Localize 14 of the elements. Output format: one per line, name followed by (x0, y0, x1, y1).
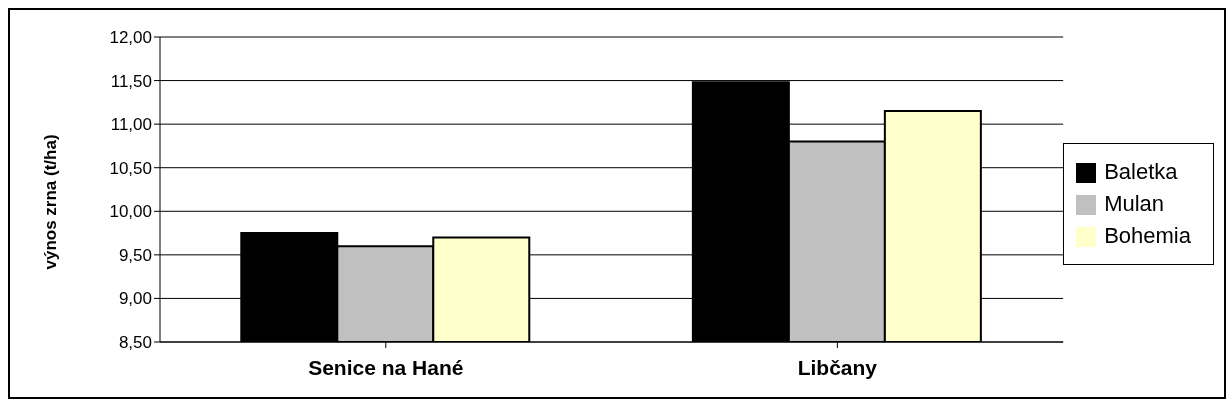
y-tick-label: 8,50 (118, 333, 152, 353)
y-axis-title: výnos zrna (t/ha) (41, 134, 61, 270)
legend-label: Baletka (1104, 158, 1178, 184)
legend-label: Bohemia (1104, 222, 1191, 248)
x-tick-label: Libčany (797, 355, 878, 379)
y-tick-label: 9,50 (118, 245, 152, 265)
y-tick-label: 10,00 (109, 202, 152, 222)
y-tick-label: 10,50 (109, 158, 152, 178)
legend-label: Mulan (1104, 190, 1165, 216)
y-tick-label: 11,50 (110, 71, 152, 91)
y-tick-label: 9,00 (118, 289, 152, 309)
y-tick-label: 12,00 (109, 28, 152, 48)
x-tick-label: Senice na Hané (308, 355, 464, 379)
y-tick-label: 11,00 (110, 115, 152, 135)
